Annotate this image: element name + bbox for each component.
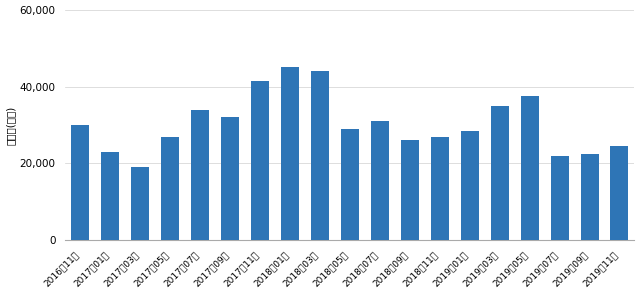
Bar bbox=[521, 96, 539, 240]
Bar bbox=[101, 152, 119, 240]
Bar bbox=[161, 136, 179, 240]
Bar bbox=[550, 156, 568, 240]
Bar bbox=[611, 146, 628, 240]
Bar bbox=[371, 121, 389, 240]
Bar bbox=[131, 167, 149, 240]
Bar bbox=[491, 106, 509, 240]
Bar bbox=[221, 117, 239, 240]
Bar bbox=[72, 125, 90, 240]
Bar bbox=[281, 67, 299, 240]
Bar bbox=[251, 81, 269, 240]
Y-axis label: 거래량(건수): 거래량(건수) bbox=[6, 105, 15, 145]
Bar bbox=[431, 136, 449, 240]
Bar bbox=[191, 110, 209, 240]
Bar bbox=[341, 129, 359, 240]
Bar bbox=[401, 141, 419, 240]
Bar bbox=[461, 131, 479, 240]
Bar bbox=[311, 71, 329, 240]
Bar bbox=[580, 154, 598, 240]
